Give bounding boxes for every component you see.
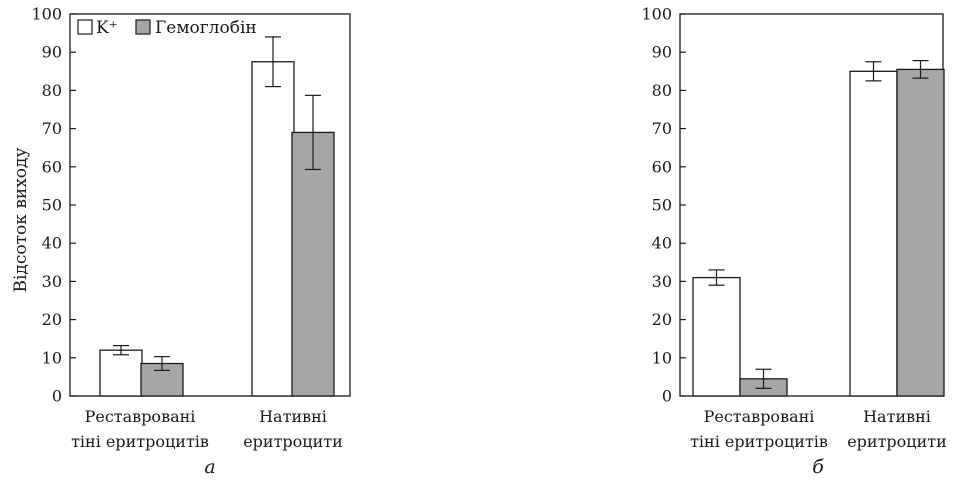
category-label-b-1-line1: Нативні [863, 407, 931, 426]
y-tick-label-b-0: 0 [662, 387, 672, 406]
y-tick-label-a-4: 40 [42, 234, 62, 253]
y-tick-label-b-9: 90 [652, 43, 672, 62]
legend-swatch-hemoglobin [135, 19, 151, 35]
category-label-b-0-line2: тіні еритроцитів [690, 432, 828, 451]
error-bar-a-s1-c0 [154, 356, 170, 372]
y-axis-label: Відсоток виходу [11, 147, 31, 292]
y-tick-label-a-7: 70 [42, 119, 62, 138]
y-tick-label-b-4: 40 [652, 234, 672, 253]
error-bar-b-s0-c1 [865, 61, 882, 82]
y-tick-label-b-6: 60 [652, 157, 672, 176]
error-bar-a-s0-c0 [113, 344, 129, 356]
legend-swatch-k [77, 19, 93, 35]
y-tick-label-b-8: 80 [652, 81, 672, 100]
y-axis-a: 0 10 20 30 40 50 60 70 80 90 100 [31, 5, 76, 406]
category-label-a-0-line1: Реставровані [85, 407, 196, 426]
y-tick-label-b-10: 100 [641, 5, 672, 24]
y-tick-label-b-2: 20 [652, 310, 672, 329]
bars-a [99, 36, 335, 397]
category-label-b-0-line1: Реставровані [704, 407, 815, 426]
y-tick-label-a-3: 30 [42, 272, 62, 291]
bar-b-s1-c1 [896, 68, 945, 397]
y-tick-label-b-1: 10 [652, 348, 672, 367]
error-bar-b-s0-c0 [708, 269, 725, 286]
error-bar-a-s0-c1 [265, 36, 281, 88]
y-tick-label-a-6: 60 [42, 157, 62, 176]
panel-b: 0 10 20 30 40 50 60 70 80 90 100 Реставровані тіні… [641, 5, 946, 479]
category-label-b-1-line2: еритроцити [847, 432, 947, 451]
bar-a-s1-c1 [291, 131, 335, 397]
error-bar-b-s1-c1 [912, 60, 929, 79]
y-tick-label-a-10: 100 [31, 5, 62, 24]
bar-b-s0-c1 [849, 70, 898, 397]
y-tick-label-a-8: 80 [42, 81, 62, 100]
legend: K⁺ Гемоглобін [77, 18, 257, 38]
y-tick-label-b-5: 50 [652, 196, 672, 215]
panel-label-a: а [204, 456, 215, 478]
error-bar-a-s1-c1 [305, 94, 321, 171]
y-axis-b: 0 10 20 30 40 50 60 70 80 90 100 [641, 5, 686, 406]
legend-label-hemoglobin: Гемоглобін [155, 18, 257, 38]
bars-b [692, 60, 945, 397]
category-label-a-1-line2: еритроцити [243, 432, 343, 451]
category-label-a-1-line1: Нативні [259, 407, 327, 426]
y-tick-label-a-5: 50 [42, 196, 62, 215]
bar-a-s0-c1 [251, 61, 295, 397]
y-tick-label-a-2: 20 [42, 310, 62, 329]
y-tick-label-a-1: 10 [42, 348, 62, 367]
panel-a: 0 10 20 30 40 50 60 70 80 90 100 Відсоток виходу Р… [11, 5, 351, 478]
y-tick-label-a-9: 90 [42, 43, 62, 62]
category-label-a-0-line2: тіні еритроцитів [71, 432, 209, 451]
error-bar-b-s1-c0 [755, 368, 772, 389]
bar-a-s0-c0 [99, 349, 143, 397]
panel-label-b: б [812, 456, 824, 478]
legend-label-k: K⁺ [96, 18, 118, 38]
y-tick-label-b-3: 30 [652, 272, 672, 291]
bar-b-s0-c0 [692, 276, 741, 397]
y-tick-label-a-0: 0 [52, 387, 62, 406]
y-tick-label-b-7: 70 [652, 119, 672, 138]
